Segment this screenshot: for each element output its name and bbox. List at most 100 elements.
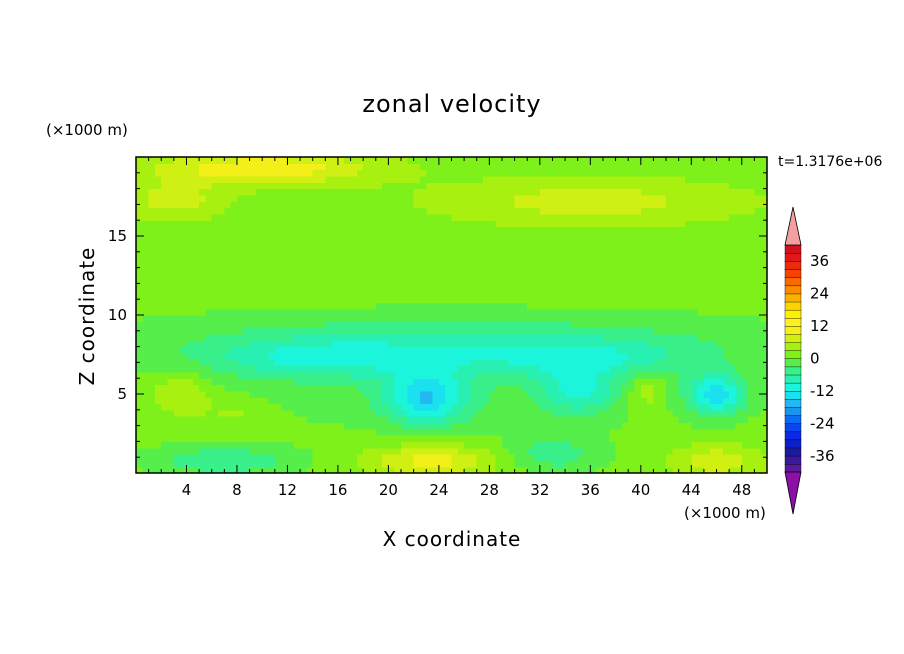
field-cell	[363, 428, 371, 436]
field-cell	[640, 258, 648, 266]
field-cell	[173, 245, 181, 253]
field-cell	[350, 232, 358, 240]
field-cell	[388, 163, 396, 171]
field-cell	[154, 226, 162, 234]
field-cell	[678, 371, 686, 379]
field-cell	[154, 409, 162, 417]
field-cell	[628, 220, 636, 228]
field-cell	[300, 409, 307, 417]
field-cell	[539, 397, 547, 405]
field-cell	[438, 441, 446, 449]
field-cell	[262, 365, 270, 373]
field-cell	[419, 441, 427, 449]
field-cell	[659, 308, 667, 316]
field-cell	[344, 182, 352, 190]
field-cell	[527, 466, 535, 474]
field-cell	[520, 390, 528, 398]
field-cell	[224, 157, 232, 164]
field-cell	[609, 371, 617, 379]
field-cell	[344, 435, 352, 442]
field-cell	[268, 409, 276, 417]
field-cell	[281, 409, 289, 417]
field-cell	[199, 220, 207, 228]
field-cell	[426, 352, 434, 360]
field-cell	[729, 390, 737, 398]
field-cell	[565, 182, 572, 190]
field-cell	[432, 213, 440, 221]
field-cell	[142, 441, 150, 449]
field-cell	[438, 327, 446, 335]
field-cell	[350, 175, 358, 183]
field-cell	[419, 333, 427, 341]
field-cell	[205, 397, 213, 405]
field-cell	[527, 258, 535, 266]
field-cell	[243, 460, 251, 468]
field-cell	[489, 220, 497, 228]
field-cell	[318, 371, 326, 379]
field-cell	[451, 226, 459, 234]
field-cell	[407, 384, 415, 392]
field-cell	[748, 296, 755, 303]
field-cell	[230, 296, 238, 303]
field-cell	[501, 352, 509, 360]
field-cell	[382, 169, 389, 177]
field-cell	[401, 352, 408, 360]
field-cell	[508, 340, 516, 348]
field-cell	[236, 302, 244, 310]
field-cell	[748, 378, 755, 386]
field-cell	[457, 270, 465, 278]
field-cell	[565, 466, 572, 474]
field-cell	[445, 371, 453, 379]
field-cell	[703, 232, 711, 240]
field-cell	[331, 207, 339, 215]
field-cell	[596, 365, 604, 373]
field-cell	[136, 270, 143, 278]
field-cell	[312, 460, 320, 468]
field-cell	[533, 277, 541, 284]
field-cell	[375, 422, 383, 430]
field-cell	[722, 327, 730, 335]
field-cell	[274, 277, 282, 284]
field-cell	[584, 251, 591, 259]
field-cell	[274, 460, 282, 468]
field-cell	[464, 346, 472, 354]
field-cell	[306, 296, 314, 303]
field-cell	[697, 188, 705, 196]
field-cell	[211, 201, 219, 209]
field-cell	[571, 416, 579, 424]
field-cell	[489, 359, 497, 367]
field-cell	[716, 365, 724, 373]
field-cell	[388, 365, 396, 373]
field-cell	[344, 226, 352, 234]
field-cell	[325, 264, 333, 272]
field-cell	[741, 321, 749, 329]
field-cell	[293, 340, 301, 348]
field-cell	[230, 371, 238, 379]
field-cell	[325, 441, 333, 449]
field-cell	[300, 175, 307, 183]
field-cell	[748, 346, 755, 354]
field-cell	[236, 397, 244, 405]
field-cell	[628, 384, 636, 392]
field-cell	[268, 460, 276, 468]
field-cell	[413, 226, 421, 234]
field-cell	[571, 447, 579, 455]
field-cell	[236, 289, 244, 297]
field-cell	[703, 251, 711, 259]
field-cell	[590, 365, 598, 373]
field-cell	[590, 296, 598, 303]
field-cell	[243, 378, 251, 386]
field-cell	[754, 321, 762, 329]
field-cell	[735, 327, 743, 335]
field-cell	[230, 207, 238, 215]
field-cell	[230, 315, 238, 322]
field-cell	[640, 403, 648, 411]
field-cell	[300, 296, 307, 303]
field-cell	[438, 264, 446, 272]
field-cell	[729, 359, 737, 367]
field-cell	[666, 447, 673, 455]
field-cell	[192, 270, 200, 278]
field-cell	[722, 371, 730, 379]
field-cell	[186, 371, 194, 379]
field-cell	[546, 157, 554, 164]
